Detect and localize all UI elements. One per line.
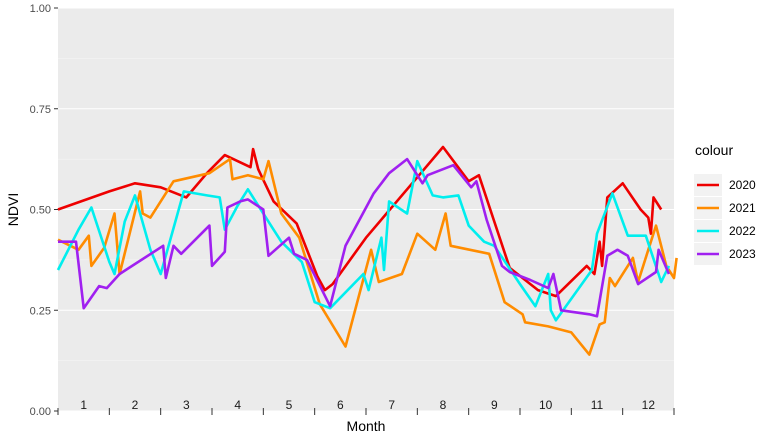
month-label: 10	[539, 398, 553, 412]
series-lines	[56, 145, 678, 356]
y-tick-label: 1.00	[30, 3, 51, 15]
month-label: 5	[286, 398, 293, 412]
y-tick-label: 0.00	[30, 406, 51, 418]
series-line-2023	[58, 157, 671, 318]
legend: colour 2020 2021 2022 2023	[694, 142, 756, 265]
month-label: 12	[642, 398, 656, 412]
y-tick-label: 0.50	[30, 205, 51, 217]
month-label: 11	[591, 398, 604, 412]
y-axis-title: NDVI	[5, 193, 21, 226]
x-axis-title: Month	[347, 418, 386, 434]
month-labels: 1 2 3 4 5 6 7 8 9 10 11 12	[80, 398, 655, 412]
legend-title: colour	[695, 142, 733, 158]
month-label: 6	[337, 398, 344, 412]
legend-label-2022: 2022	[729, 224, 756, 238]
month-label: 8	[440, 398, 447, 412]
month-label: 9	[491, 398, 498, 412]
y-tick-label: 0.75	[30, 104, 51, 116]
month-label: 1	[80, 398, 87, 412]
legend-label-2021: 2021	[729, 201, 756, 215]
month-label: 7	[388, 398, 395, 412]
legend-label-2020: 2020	[729, 178, 756, 192]
series-line-2022	[56, 159, 671, 322]
y-tick-label: 0.25	[30, 305, 51, 317]
month-label: 4	[234, 398, 241, 412]
series-line-2021	[57, 157, 678, 356]
month-label: 2	[132, 398, 139, 412]
y-axis: 0.00 0.25 0.50 0.75 1.00	[30, 3, 58, 418]
month-label: 3	[183, 398, 190, 412]
legend-label-2023: 2023	[729, 247, 756, 261]
